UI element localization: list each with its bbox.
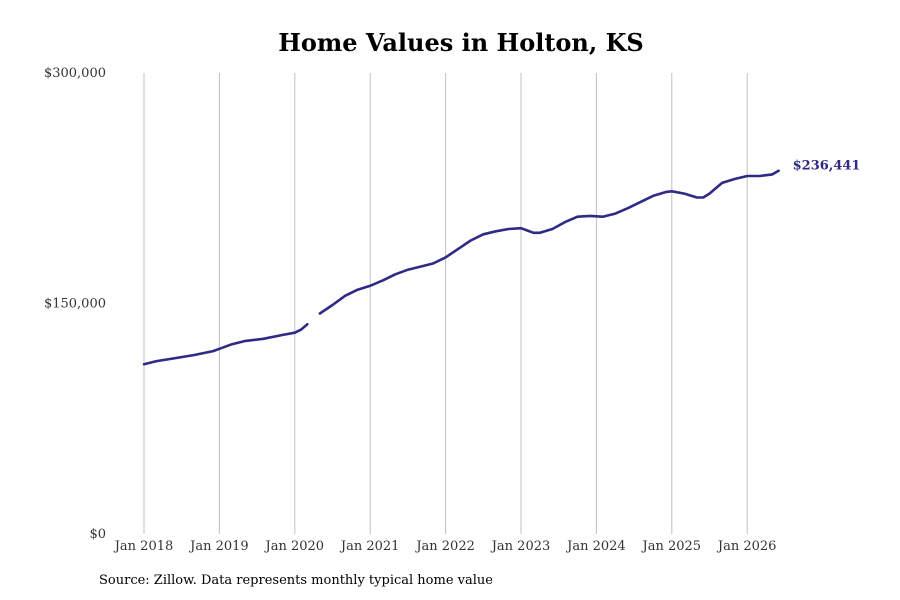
y-tick-label: $0 [89,527,106,542]
x-axis-ticks: Jan 2018 Jan 2019 Jan 2020 Jan 2021 Jan 2022… [113,539,777,554]
x-tick-label: Jan 2021 [339,539,400,554]
end-value-label: $236,441 [793,159,861,174]
y-tick-label: $300,000 [44,66,106,81]
x-tick-label: Jan 2019 [188,539,249,554]
x-tick-label: Jan 2026 [716,539,777,554]
series-line-segment [142,322,309,366]
series-line [142,169,780,366]
x-tick-label: Jan 2020 [264,539,325,554]
grid-lines [143,73,748,534]
source-note: Source: Zillow. Data represents monthly … [99,573,493,588]
y-tick-label: $150,000 [44,297,106,312]
x-tick-label: Jan 2023 [490,539,551,554]
chart-title: Home Values in Holton, KS [278,28,644,57]
x-tick-label: Jan 2025 [641,539,702,554]
series-line-segment [318,169,780,315]
x-tick-label: Jan 2018 [113,539,174,554]
x-tick-label: Jan 2022 [414,539,475,554]
x-tick-label: Jan 2024 [565,539,626,554]
y-axis-ticks: $0 $150,000 $300,000 [44,66,106,542]
